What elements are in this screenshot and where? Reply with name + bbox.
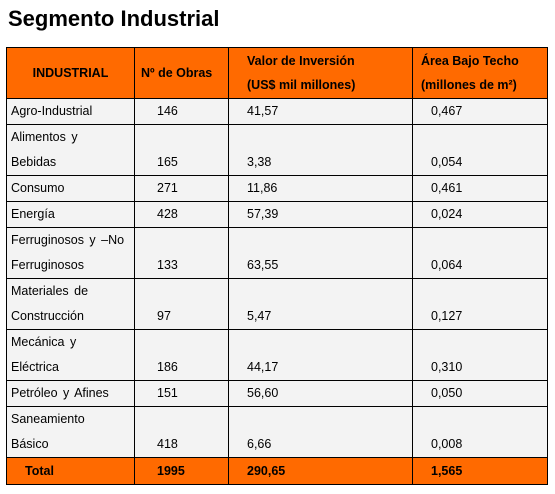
- area-cell: 0,461: [412, 175, 548, 202]
- area-cell: 0,054: [412, 124, 548, 176]
- industry-name: Mecánica y: [11, 335, 77, 349]
- industry-name-cell: Agro-Industrial: [6, 98, 135, 125]
- table-row: Ferruginosos y –No Ferruginosos 133 63,55 0,…: [6, 227, 548, 279]
- industry-name: Petróleo y Afines: [11, 386, 109, 400]
- header-industrial: INDUSTRIAL: [6, 47, 135, 99]
- industry-name-cell: Saneamiento Básico: [6, 406, 135, 458]
- industry-name: Saneamiento: [11, 412, 85, 426]
- industry-name-cell: Materiales de Construcción: [6, 278, 135, 330]
- obras-cell: 418: [134, 406, 229, 458]
- inversion-cell: 11,86: [228, 175, 413, 202]
- table-header-row: INDUSTRIAL Nº de Obras Valor de Inversió…: [6, 47, 548, 99]
- inversion-cell: 3,38: [228, 124, 413, 176]
- industry-name-cell: Energía: [6, 201, 135, 228]
- obras-cell: 165: [134, 124, 229, 176]
- industry-name: Energía: [11, 207, 55, 221]
- inversion-cell: 5,47: [228, 278, 413, 330]
- inversion-cell: 56,60: [228, 380, 413, 407]
- industry-name-cell: Petróleo y Afines: [6, 380, 135, 407]
- header-obras: Nº de Obras: [134, 47, 229, 99]
- table-row: Mecánica y Eléctrica 186 44,17 0,310: [6, 329, 548, 381]
- industry-name: Ferruginosos y –No: [11, 233, 125, 247]
- industry-name: Ferruginosos: [11, 258, 84, 272]
- total-area: 1,565: [412, 457, 548, 485]
- page-title: Segmento Industrial: [8, 6, 220, 31]
- area-cell: 0,127: [412, 278, 548, 330]
- total-label: Total: [6, 457, 135, 485]
- obras-cell: 271: [134, 175, 229, 202]
- total-row: Total 1995 290,65 1,565: [6, 457, 548, 485]
- inversion-cell: 41,57: [228, 98, 413, 125]
- obras-cell: 428: [134, 201, 229, 228]
- header-area: Área Bajo Techo (millones de m²): [412, 47, 548, 99]
- industry-name-cell: Alimentos y Bebidas: [6, 124, 135, 176]
- header-area-line1: Área Bajo Techo: [421, 54, 519, 68]
- area-cell: 0,050: [412, 380, 548, 407]
- header-inversion-line1: Valor de Inversión: [247, 54, 355, 68]
- table-row: Materiales de Construcción 97 5,47 0,127: [6, 278, 548, 330]
- industry-name: Agro-Industrial: [11, 104, 93, 118]
- header-inversion: Valor de Inversión (US$ mil millones): [228, 47, 413, 99]
- area-cell: 0,008: [412, 406, 548, 458]
- obras-cell: 146: [134, 98, 229, 125]
- obras-cell: 186: [134, 329, 229, 381]
- industry-name: Eléctrica: [11, 360, 59, 374]
- industry-name-cell: Consumo: [6, 175, 135, 202]
- industry-name-cell: Mecánica y Eléctrica: [6, 329, 135, 381]
- total-inversion: 290,65: [228, 457, 413, 485]
- obras-cell: 133: [134, 227, 229, 279]
- industry-name: Bebidas: [11, 155, 57, 169]
- header-area-line2: (millones de m²): [421, 78, 517, 92]
- inversion-cell: 57,39: [228, 201, 413, 228]
- table-row: Energía 428 57,39 0,024: [6, 201, 548, 228]
- obras-cell: 151: [134, 380, 229, 407]
- inversion-cell: 63,55: [228, 227, 413, 279]
- table-row: Saneamiento Básico 418 6,66 0,008: [6, 406, 548, 458]
- inversion-cell: 6,66: [228, 406, 413, 458]
- area-cell: 0,310: [412, 329, 548, 381]
- table-row: Agro-Industrial 146 41,57 0,467: [6, 98, 548, 125]
- industry-name: Consumo: [11, 181, 65, 195]
- table-row: Alimentos y Bebidas 165 3,38 0,054: [6, 124, 548, 176]
- industry-name: Materiales de: [11, 284, 89, 298]
- inversion-cell: 44,17: [228, 329, 413, 381]
- industry-name: Alimentos y: [11, 130, 78, 144]
- total-obras: 1995: [134, 457, 229, 485]
- area-cell: 0,064: [412, 227, 548, 279]
- table-row: Petróleo y Afines 151 56,60 0,050: [6, 380, 548, 407]
- table-row: Consumo 271 11,86 0,461: [6, 175, 548, 202]
- obras-cell: 97: [134, 278, 229, 330]
- header-inversion-line2: (US$ mil millones): [247, 78, 356, 92]
- area-cell: 0,467: [412, 98, 548, 125]
- industry-name-cell: Ferruginosos y –No Ferruginosos: [6, 227, 135, 279]
- industrial-segment-table: INDUSTRIAL Nº de Obras Valor de Inversió…: [6, 47, 548, 485]
- industry-name: Construcción: [11, 309, 84, 323]
- industry-name: Básico: [11, 437, 49, 451]
- area-cell: 0,024: [412, 201, 548, 228]
